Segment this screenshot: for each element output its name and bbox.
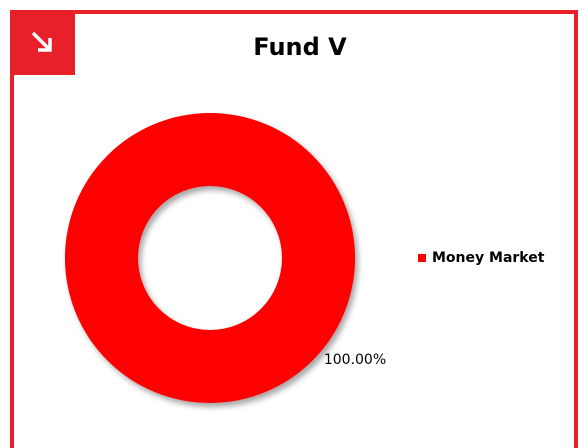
frame-right	[574, 10, 578, 448]
data-label: 100.00%	[324, 352, 386, 368]
donut-segment	[64, 112, 356, 403]
legend-swatch	[418, 254, 426, 262]
legend-label: Money Market	[432, 250, 545, 266]
arrow-icon	[31, 31, 52, 52]
chart-title: Fund V	[253, 33, 347, 61]
frame-top	[10, 10, 578, 14]
frame-left	[10, 10, 14, 448]
